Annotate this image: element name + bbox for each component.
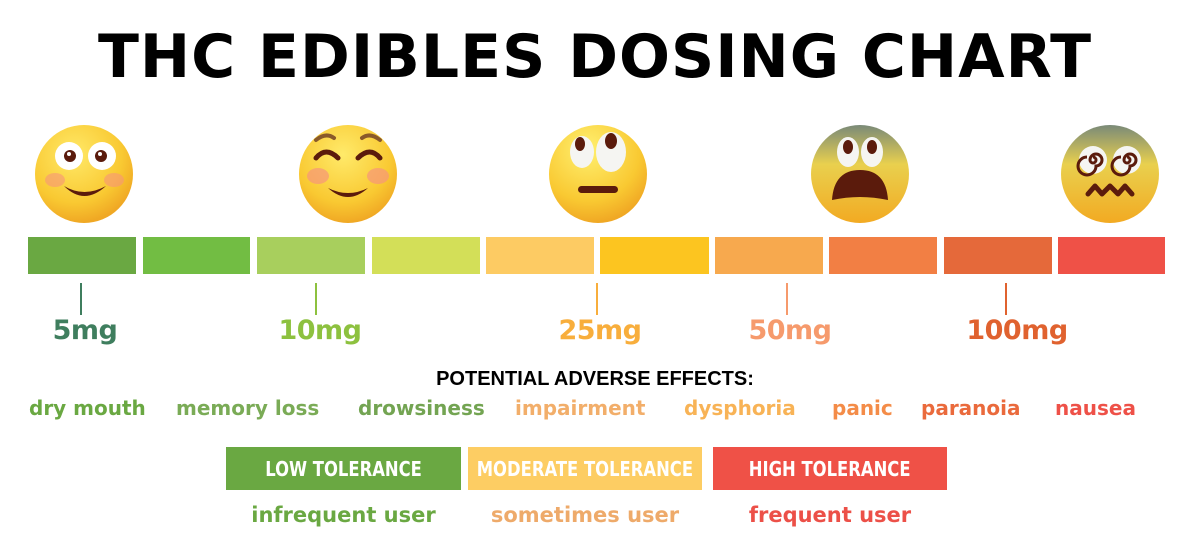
low-tolerance-label: LOW TOLERANCE xyxy=(265,456,422,481)
bar-segment-6 xyxy=(600,237,709,274)
bar-segment-2 xyxy=(143,237,250,274)
high-tolerance-user-type: frequent user xyxy=(748,503,912,527)
bar-segment-4 xyxy=(372,237,480,274)
effect-dry-mouth: dry mouth xyxy=(29,396,146,420)
dose-tick-50mg xyxy=(786,283,788,315)
blushing-smile-emoji-icon xyxy=(299,125,397,223)
high-tolerance-label: HIGH TOLERANCE xyxy=(749,456,911,481)
effect-impairment: impairment xyxy=(515,396,646,420)
anguished-emoji-icon xyxy=(811,125,909,223)
dose-tick-100mg xyxy=(1005,283,1007,315)
dose-label-5mg: 5mg xyxy=(52,315,118,346)
low-tolerance-user-type: infrequent user xyxy=(251,503,436,527)
eye-roll-neutral-emoji-icon xyxy=(549,125,647,223)
bar-segment-8 xyxy=(829,237,937,274)
effect-nausea: nausea xyxy=(1055,396,1136,420)
dizzy-nauseous-emoji-icon xyxy=(1061,125,1159,223)
dose-tick-5mg xyxy=(80,283,82,315)
moderate-tolerance-badge: MODERATE TOLERANCE xyxy=(468,447,702,490)
dose-label-100mg: 100mg xyxy=(966,315,1068,346)
effect-dysphoria: dysphoria xyxy=(684,396,796,420)
moderate-tolerance-label: MODERATE TOLERANCE xyxy=(476,456,694,481)
bar-segment-3 xyxy=(257,237,365,274)
bar-segment-5 xyxy=(486,237,594,274)
dose-label-10mg: 10mg xyxy=(278,315,362,346)
effect-paranoia: paranoia xyxy=(921,396,1021,420)
bar-segment-10 xyxy=(1058,237,1165,274)
adverse-effects-heading: POTENTIAL ADVERSE EFFECTS: xyxy=(436,368,754,390)
bar-segment-9 xyxy=(944,237,1052,274)
effect-drowsiness: drowsiness xyxy=(358,396,485,420)
bar-segment-1 xyxy=(28,237,136,274)
dose-label-50mg: 50mg xyxy=(748,315,832,346)
dose-label-25mg: 25mg xyxy=(558,315,642,346)
effect-panic: panic xyxy=(832,396,893,420)
wide-eyed-smile-emoji-icon xyxy=(35,125,133,223)
moderate-tolerance-user-type: sometimes user xyxy=(490,503,680,527)
chart-title: THC EDIBLES DOSING CHART xyxy=(97,22,1093,92)
bar-segment-7 xyxy=(715,237,823,274)
low-tolerance-badge: LOW TOLERANCE xyxy=(226,447,461,490)
high-tolerance-badge: HIGH TOLERANCE xyxy=(713,447,947,490)
effect-memory-loss: memory loss xyxy=(176,396,320,420)
dose-tick-25mg xyxy=(596,283,598,315)
dose-tick-10mg xyxy=(315,283,317,315)
